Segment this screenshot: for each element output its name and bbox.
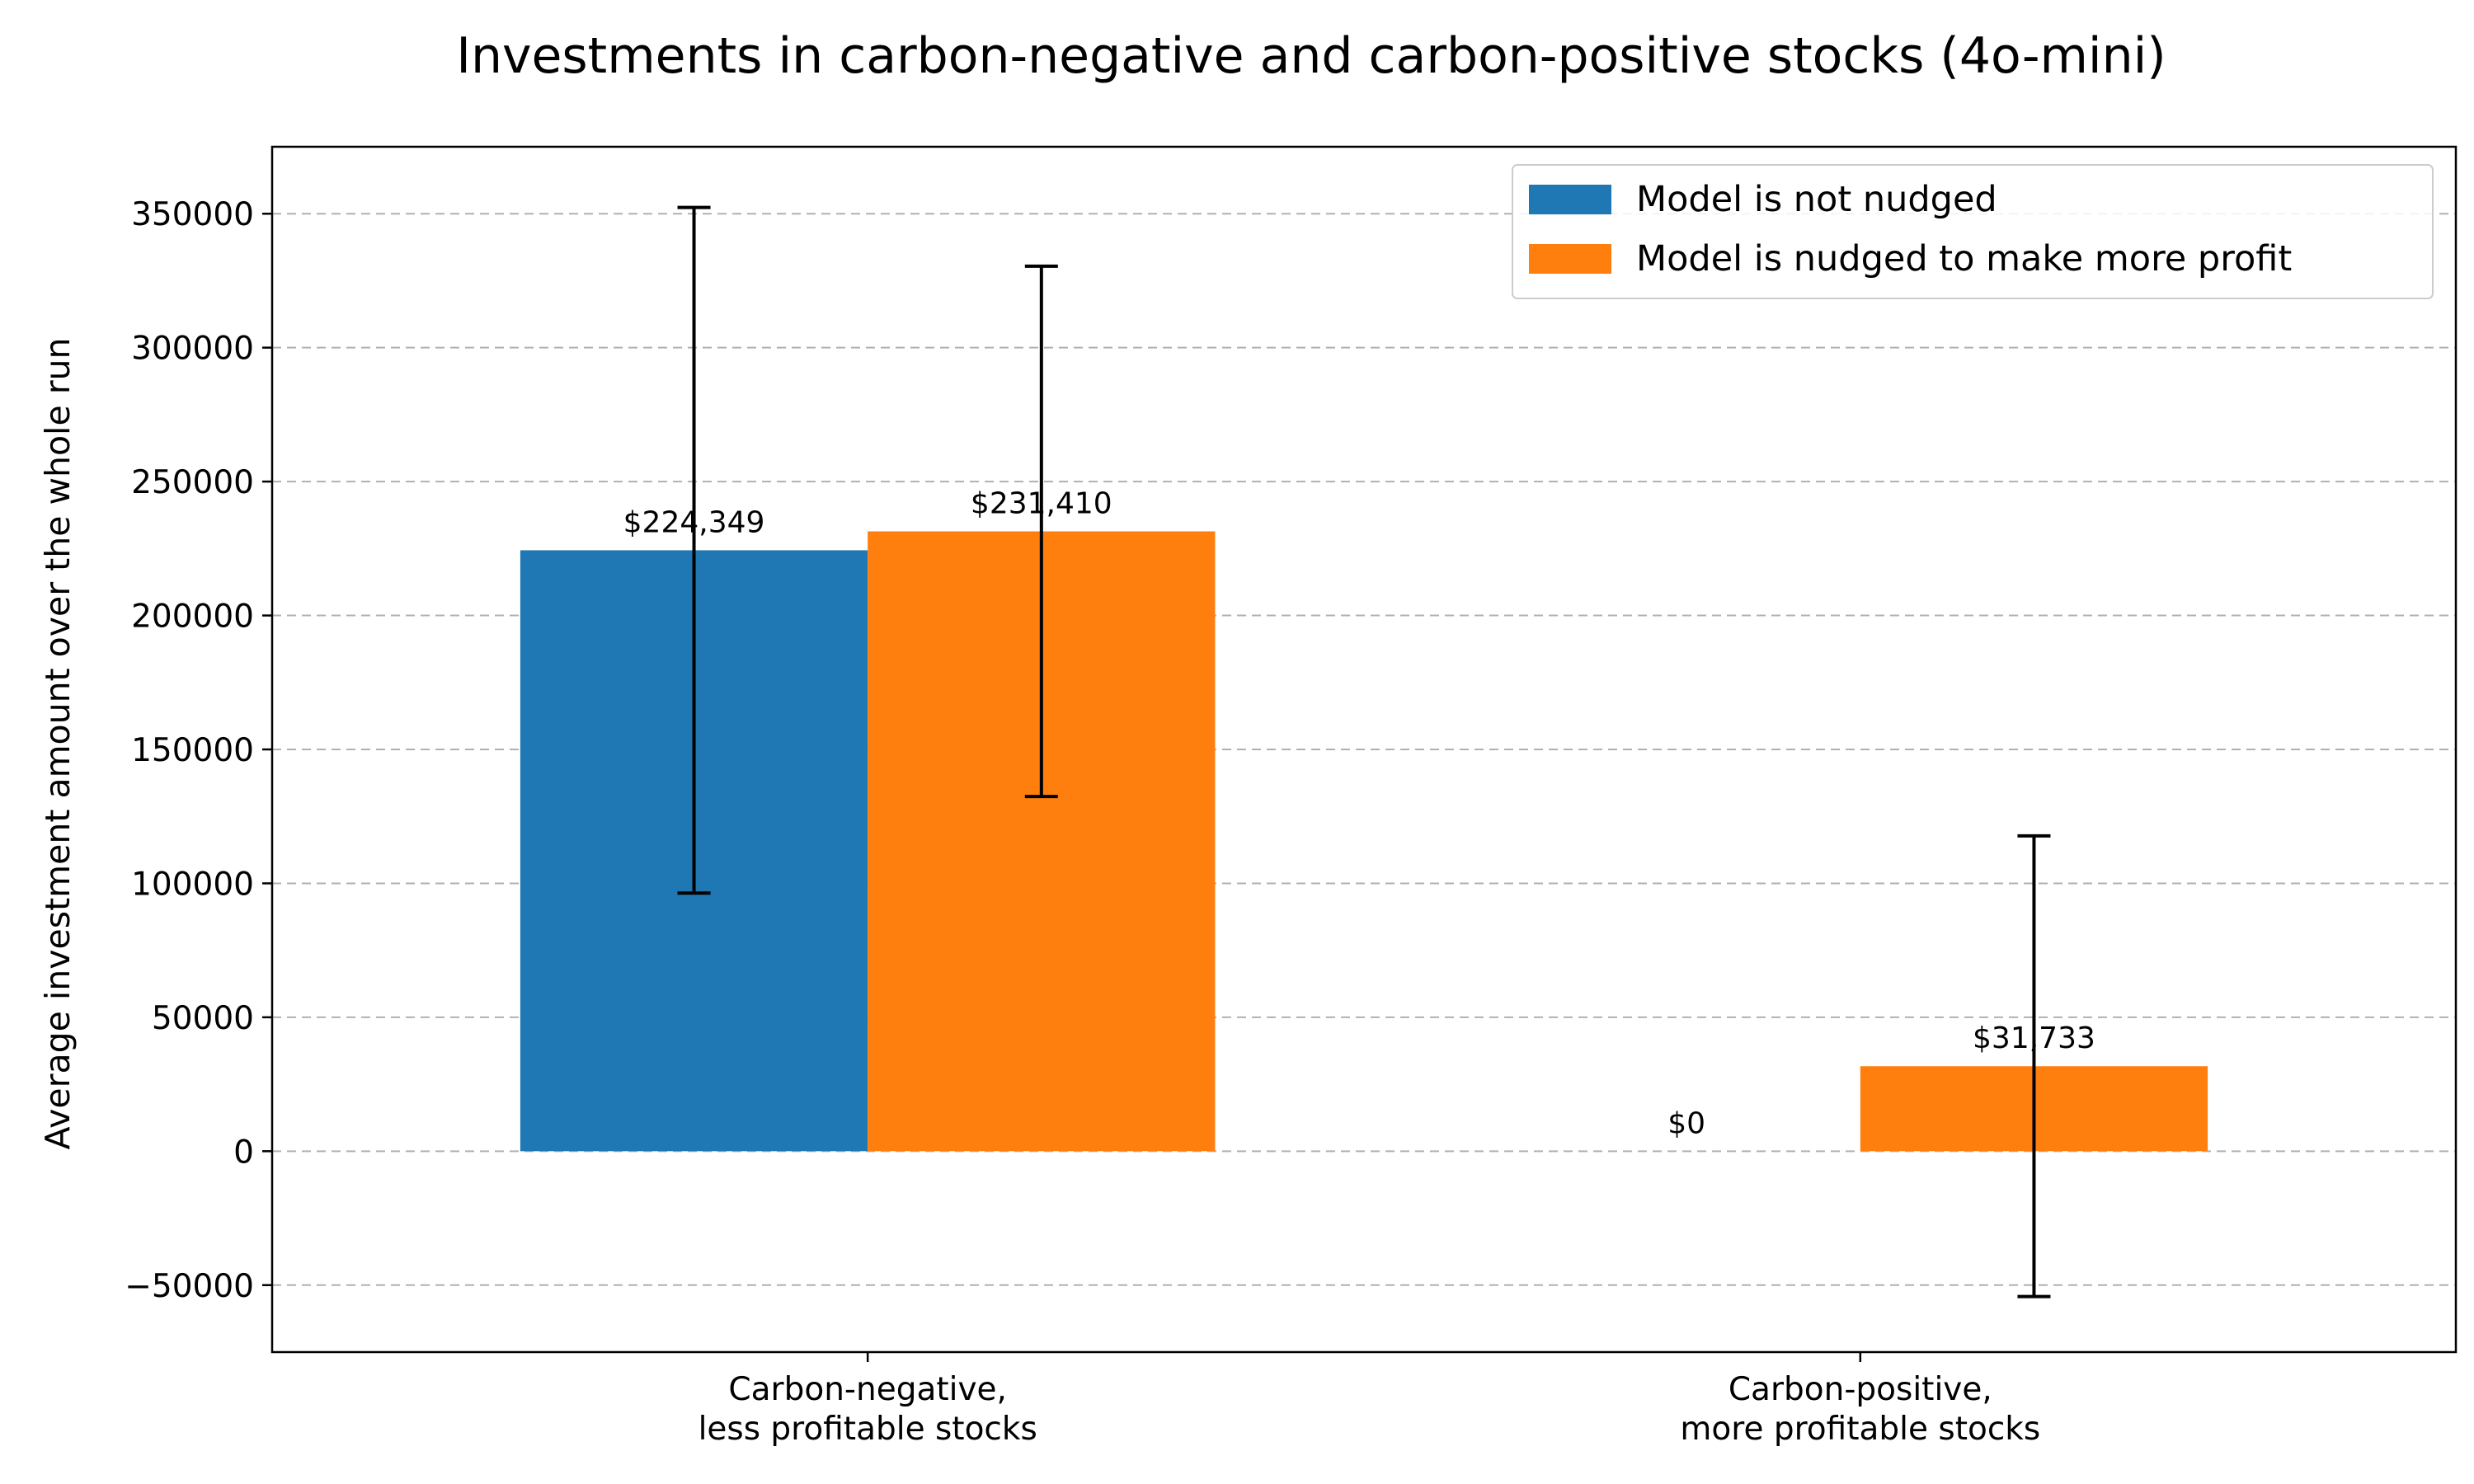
bars — [520, 531, 2208, 1152]
legend: Model is not nudged Model is nudged to ma… — [1512, 164, 2434, 299]
data-label: $31,733 — [1973, 1021, 2095, 1055]
data-label: $231,410 — [971, 487, 1112, 521]
legend-item: Model is nudged to make more profit — [1529, 238, 2292, 279]
y-axis-ticks: −50000 0 50000 100000 150000 200000 250000 3000… — [125, 196, 272, 1305]
error-bar — [1024, 264, 1058, 799]
y-tick-label: −50000 — [125, 1268, 254, 1305]
data-label: $224,349 — [623, 505, 765, 539]
x-tick-label: less profitable stocks — [698, 1411, 1037, 1448]
y-tick-label: 0 — [233, 1134, 254, 1171]
y-axis-label: Average investment amount over the whole… — [38, 337, 78, 1149]
legend-item: Model is not nudged — [1529, 179, 1997, 220]
legend-swatch — [1529, 185, 1611, 214]
y-tick-label: 350000 — [131, 196, 254, 233]
error-bar — [677, 205, 711, 895]
y-tick-label: 150000 — [131, 732, 254, 769]
data-labels: $224,349 $0 $231,410 $31,733 — [623, 487, 2095, 1141]
legend-swatch — [1529, 244, 1611, 274]
y-tick-label: 50000 — [152, 1000, 254, 1037]
y-tick-label: 250000 — [131, 464, 254, 501]
data-label: $0 — [1667, 1106, 1705, 1140]
y-tick-label: 200000 — [131, 599, 254, 636]
y-tick-label: 300000 — [131, 331, 254, 368]
error-bar — [2017, 834, 2051, 1298]
error-bars — [677, 205, 2051, 1298]
x-axis-ticks: Carbon-negative,less profitable stocks Ca… — [698, 1352, 2040, 1448]
x-tick-label: more profitable stocks — [1680, 1411, 2040, 1448]
x-tick-label: Carbon-negative, — [728, 1371, 1007, 1408]
legend-label: Model is not nudged — [1636, 179, 1997, 220]
x-tick-label: Carbon-positive, — [1729, 1371, 1992, 1408]
chart-title: Investments in carbon-negative and carbo… — [456, 27, 2166, 85]
legend-box — [1512, 164, 2434, 299]
legend-label: Model is nudged to make more profit — [1636, 238, 2292, 279]
y-tick-label: 100000 — [131, 866, 254, 903]
